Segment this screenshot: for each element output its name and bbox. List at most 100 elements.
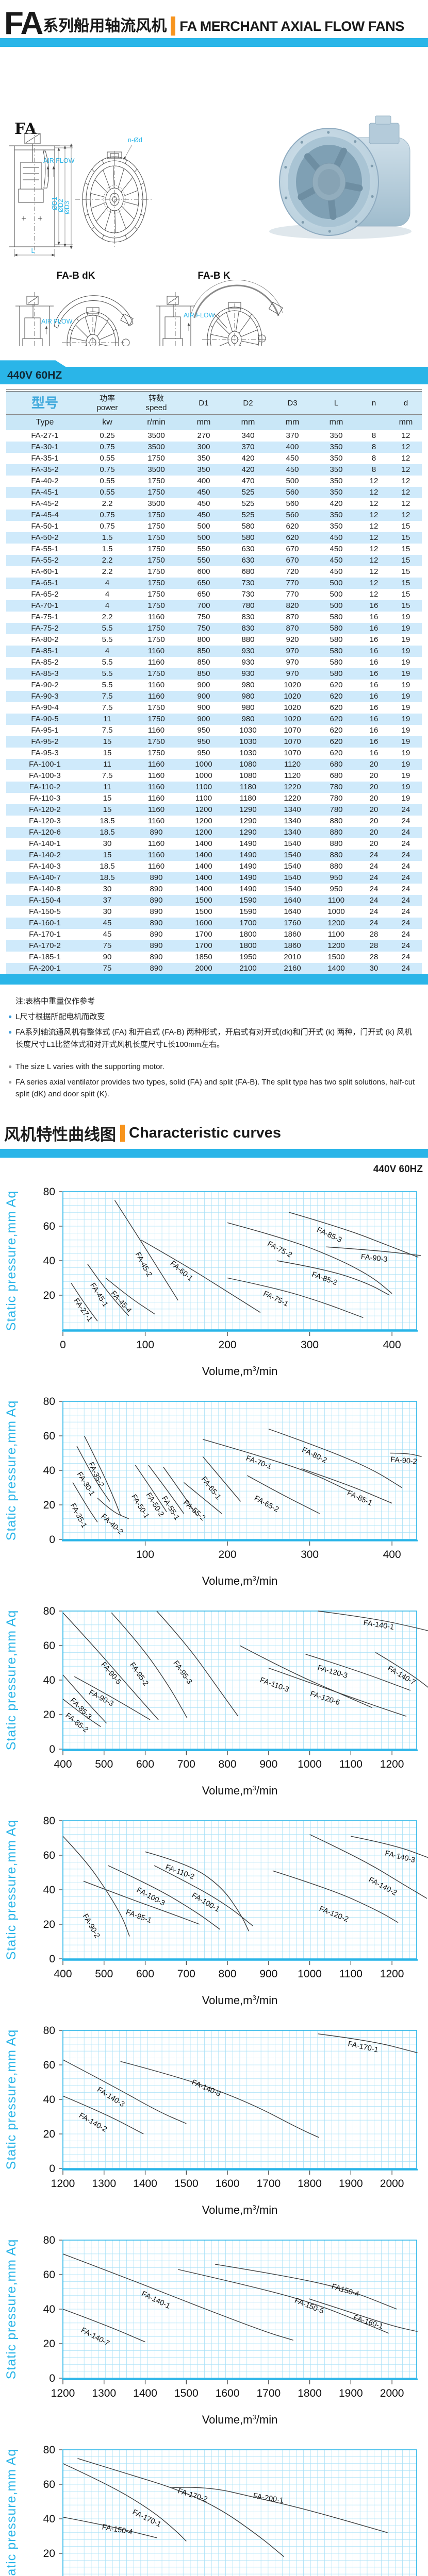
y-tick-label: 80 — [43, 1815, 55, 1827]
y-tick-label: 0 — [49, 1743, 55, 1755]
x-tick-label: 1400 — [133, 2178, 157, 2190]
unit-d3: mm — [285, 417, 300, 427]
airflow-annotation-k: AIR FLOW — [184, 312, 215, 332]
split-drawing-k — [156, 280, 283, 383]
curve-FA-90-3 — [326, 1246, 421, 1256]
x-tick-label: 1900 — [339, 2387, 363, 2399]
curve-FA-85-2 — [62, 1698, 101, 1727]
chart-grid — [62, 1611, 417, 1750]
curve-FA-90-3 — [74, 1676, 151, 1720]
y-axis-title: Static pressure,mm Aq — [4, 2239, 19, 2379]
y-tick-label: 80 — [43, 2234, 55, 2246]
table-row: FA-150-5 30 890 1500 1590 1640 1000 24 24 — [29, 907, 410, 917]
x-axis-title: Volume,m3/min — [202, 2413, 278, 2426]
x-tick-label: 2000 — [380, 2178, 404, 2190]
header-cyan-band — [0, 38, 428, 47]
table-end-band — [0, 974, 428, 985]
notes-section: 注:表格中重量仅作参考 ● L尺寸根据所配电机而改变 ● FA系列轴流通风机有整体式… — [0, 985, 428, 1100]
y-tick-label: 60 — [43, 2479, 55, 2490]
table-row: FA-60-1 2.2 1750 600 680 720 450 12 15 — [31, 567, 410, 577]
curve-label-FA-140-1: FA-140-1 — [140, 2290, 172, 2311]
y-tick-label: 20 — [43, 1290, 55, 1301]
table-row: FA-85-1 4 1160 850 930 970 580 16 19 — [6, 645, 422, 657]
x-tick-label: 1500 — [174, 2387, 199, 2399]
curve-label-FA-140-2: FA-140-2 — [77, 2111, 108, 2134]
table-row: FA-90-3 7.5 1160 900 980 1020 620 16 19 — [6, 690, 422, 702]
curve-FA-27-1 — [71, 1282, 98, 1321]
bullet-icon: ● — [8, 1028, 12, 1036]
table-row: FA-100-1 11 1160 1000 1080 1120 680 20 19 — [6, 758, 422, 770]
y-tick-label: 40 — [43, 1255, 55, 1267]
x-axis-title: Volume,m3/min — [202, 2204, 278, 2216]
x-tick-label: 400 — [383, 1549, 401, 1561]
unit-power: kw — [102, 417, 112, 427]
col-d: d — [403, 398, 408, 408]
table-row: FA-200-1 75 890 2000 2100 2160 1400 30 24 — [6, 962, 422, 974]
x-tick-label: 100 — [136, 1339, 154, 1351]
table-row: FA-140-8 30 890 1400 1490 1540 950 24 24 — [29, 885, 410, 894]
voltage-tab: 440V 60HZ — [0, 360, 428, 385]
y-tick-label: 60 — [43, 1850, 55, 1861]
table-row: FA-85-3 5.5 1750 850 930 970 580 16 19 — [6, 668, 422, 680]
y-tick-label: 40 — [43, 1884, 55, 1896]
y-tick-label: 0 — [49, 2372, 55, 2384]
chart-frame — [62, 1610, 417, 1750]
curve-FA-100-3 — [108, 1865, 221, 1930]
x-tick-label: 200 — [219, 1339, 237, 1351]
x-tick-label: 1000 — [298, 1758, 322, 1770]
curve-FA-120-3 — [305, 1653, 411, 1691]
table-row: FA-40-2 0.55 1750 400 470 500 350 12 12 — [31, 477, 410, 486]
y-axis-title: Static pressure,mm Aq — [4, 2029, 19, 2169]
curve-label-FA-140-1: FA-140-1 — [363, 1619, 394, 1632]
x-tick-label: 400 — [54, 1758, 72, 1770]
curve-FA-120-6 — [268, 1667, 407, 1717]
col-d1: D1 — [199, 398, 209, 408]
chart-grid — [62, 2449, 417, 2576]
dim-d3-label: ØD3 — [63, 201, 71, 214]
y-tick-label: 60 — [43, 2059, 55, 2071]
chart-svg: Static pressure,mm Aq 0 20 40 60 80 1200 1300 14… — [4, 2234, 418, 2426]
characteristic-chart-1: Static pressure,mm Aq 20 40 60 80 0 100 200 300 4… — [0, 1178, 428, 1385]
curve-label-FA-45-2: FA-45-2 — [134, 1251, 153, 1278]
airflow-annotation-dk: AIR FLOW — [41, 318, 73, 335]
curve-label-FA-170-2: FA-170-2 — [177, 2487, 209, 2504]
orange-divider — [120, 1124, 125, 1142]
curve-FA-75-1 — [227, 1277, 364, 1318]
curve-FA-50-2 — [148, 1465, 185, 1514]
curve-FA-140-2 — [62, 2095, 144, 2134]
x-tick-label: 1400 — [133, 2387, 157, 2399]
x-tick-label: 300 — [301, 1549, 319, 1561]
dim-d2-label: ØD2 — [57, 199, 64, 212]
col-l: L — [334, 398, 339, 408]
y-tick-label: 20 — [43, 2338, 55, 2350]
curve-label-FA-140-2: FA-140-2 — [367, 1875, 398, 1897]
curve-FA-160-1 — [308, 2298, 418, 2332]
x-tick-label: 1200 — [380, 1758, 404, 1770]
x-tick-label: 1300 — [92, 2387, 116, 2399]
curve-FA-45-4 — [105, 1277, 156, 1315]
x-tick-label: 1100 — [339, 1758, 363, 1770]
table-row: FA-30-1 0.75 3500 300 370 400 350 8 12 — [6, 441, 422, 453]
col-n: n — [371, 398, 376, 408]
curve-FA-95-1 — [83, 1880, 200, 1925]
curve-label-FA-35-1: FA-35-1 — [69, 1502, 88, 1529]
table-row: FA-65-1 4 1750 650 730 770 500 12 15 — [6, 577, 422, 589]
curve-FA-140-3 — [351, 1836, 428, 1858]
y-tick-label: 20 — [43, 1499, 55, 1511]
product-photo — [269, 115, 411, 240]
y-axis-title: Static pressure,mm Aq — [4, 1609, 19, 1750]
voltage-tab-notch — [0, 360, 66, 367]
table-row: FA-120-6 18.5 890 1200 1290 1340 880 20 24 — [6, 826, 422, 838]
y-tick-label: 40 — [43, 1674, 55, 1686]
table-row: FA-170-2 75 890 1700 1800 1860 1200 28 24 — [6, 940, 422, 952]
curve-label-FA-90-3: FA-90-3 — [360, 1252, 388, 1263]
curve-FA-150-4 — [62, 2516, 157, 2538]
curve-FA150-4 — [215, 2263, 397, 2310]
curve-FA-200-1 — [171, 2486, 388, 2533]
curve-FA-85-3 — [62, 1674, 107, 1723]
col-speed-cn: 转数 — [148, 394, 164, 403]
curve-label-FA-100-3: FA-100-3 — [135, 1886, 166, 1907]
table-row: FA-50-2 1.5 1750 500 580 620 450 12 15 — [6, 532, 422, 544]
x-tick-label: 1100 — [339, 1968, 363, 1980]
curve-FA-110-3 — [239, 1645, 373, 1708]
